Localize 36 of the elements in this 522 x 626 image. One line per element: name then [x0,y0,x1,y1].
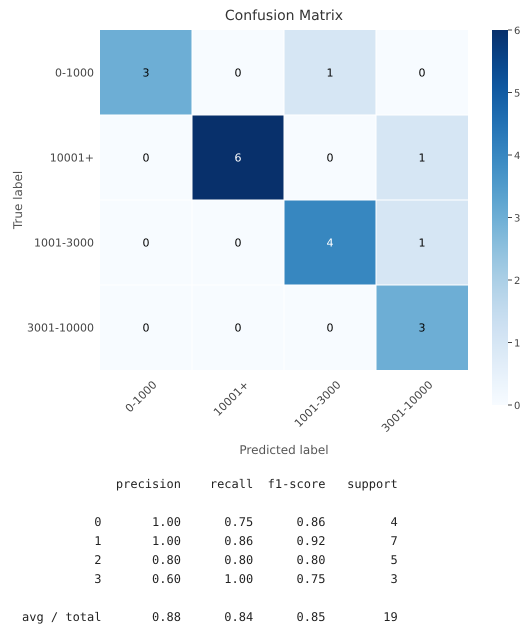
color-bar-label: 1 [514,338,520,350]
text: 3 0.60 1.00 0.75 3 [22,572,398,586]
data-label: 0 [142,152,150,164]
text: 1 1.00 0.86 0.92 7 [22,534,398,548]
data-label: 0 [326,322,334,334]
text: 0 1.00 0.75 0.86 4 [22,515,398,529]
x-axis-title: Predicted label [239,443,329,457]
data-label: 1 [326,66,334,80]
data-label: 4 [326,236,334,250]
data-label: 3 [418,322,426,334]
data-label: 0 [234,66,242,80]
y-tick-label: 3001-10000 [27,322,94,334]
chart-title: Confusion Matrix [224,8,344,24]
data-label: 0 [142,236,150,250]
data-label: 6 [234,152,242,164]
text: 2 0.80 0.80 0.80 5 [22,553,398,567]
color-bar-label: 4 [514,151,520,162]
y-tick-label: 0-1000 [55,66,94,80]
data-label: 0 [418,66,426,80]
text: avg / total 0.88 0.84 0.85 19 [22,610,398,624]
data-label: 0 [142,322,150,334]
color-bar-label: 0 [514,401,520,412]
color-bar-label: 2 [514,276,520,287]
data-label: 0 [234,236,242,250]
text: precision recall f1-score support [22,477,398,491]
y-tick-label: 10001+ [50,152,94,164]
data-label: 0 [234,322,242,334]
data-label: 1 [418,152,426,164]
y-axis-title: True label [11,170,25,230]
data-label: 3 [142,66,150,80]
y-tick-label: 1001-3000 [34,236,94,250]
color-bar-label: 5 [514,88,520,100]
color-bar-label: 3 [514,214,520,224]
color-bar-label: 6 [514,26,520,37]
data-label: 1 [418,236,426,250]
data-label: 0 [326,152,334,164]
